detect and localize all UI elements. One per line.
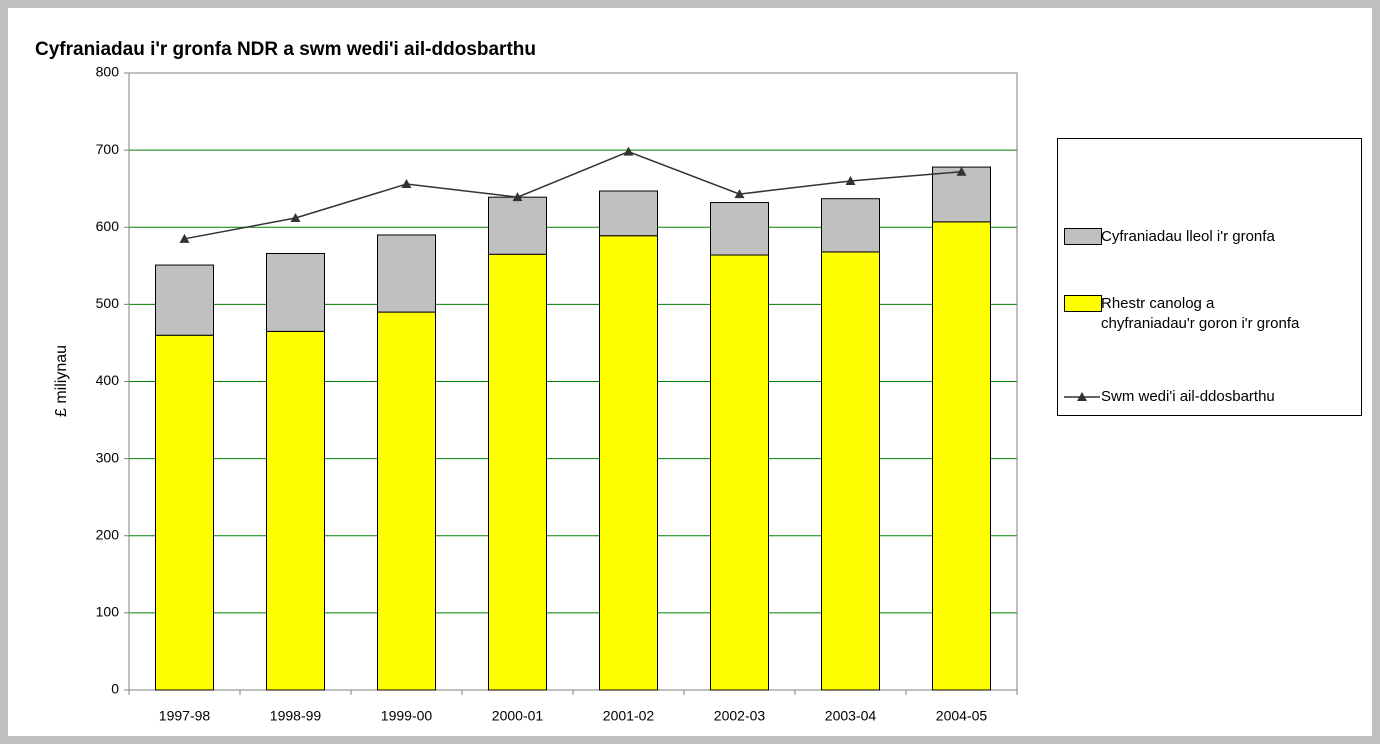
- y-tick-label: 700: [96, 141, 120, 157]
- legend-swatch: [1058, 227, 1102, 245]
- line-marker: [290, 212, 301, 222]
- y-tick-label: 300: [96, 449, 120, 465]
- bar: [266, 330, 325, 691]
- bar: [155, 334, 214, 691]
- x-tick-label: 2004-05: [936, 708, 988, 724]
- bar: [377, 311, 436, 691]
- line-marker: [623, 146, 634, 156]
- legend-swatch: [1058, 294, 1102, 312]
- line-marker: [401, 179, 412, 189]
- legend-item: Cyfraniadau lleol i'r gronfa: [1058, 227, 1301, 247]
- x-tick-label: 1997-98: [159, 708, 211, 724]
- bar: [599, 190, 658, 237]
- legend-swatch: [1058, 387, 1101, 405]
- bar: [155, 264, 214, 336]
- x-tick-label: 1998-99: [270, 708, 322, 724]
- legend-label: Swm wedi'i ail-ddosbarthu: [1101, 388, 1275, 405]
- y-tick-label: 500: [96, 295, 120, 311]
- x-tick-label: 2003-04: [825, 708, 877, 724]
- x-tick-label: 2002-03: [714, 708, 766, 724]
- line-marker: [845, 175, 856, 185]
- bar: [821, 251, 880, 691]
- y-tick-label: 100: [96, 604, 120, 620]
- bar: [488, 196, 547, 255]
- x-tick-label: 2000-01: [492, 708, 544, 724]
- y-tick-label: 800: [96, 64, 120, 80]
- y-tick-label: 400: [96, 372, 120, 388]
- x-tick-label: 1999-00: [381, 708, 433, 724]
- legend-item: Rhestr canolog a chyfraniadau'r goron i'…: [1058, 294, 1301, 334]
- bar: [932, 166, 991, 223]
- chart-title: Cyfraniadau i'r gronfa NDR a swm wedi'i …: [35, 39, 536, 60]
- bar: [599, 235, 658, 691]
- bar: [710, 202, 769, 256]
- bar: [266, 252, 325, 332]
- y-axis-label: £ miliynau: [53, 345, 70, 417]
- bar: [710, 254, 769, 691]
- bar: [377, 234, 436, 313]
- line-marker: [512, 192, 523, 202]
- y-tick-label: 200: [96, 526, 120, 542]
- line-marker: [734, 189, 745, 199]
- legend: Cyfraniadau lleol i'r gronfa Rhestr canol…: [1057, 138, 1362, 416]
- legend-label: Cyfraniadau lleol i'r gronfa: [1101, 228, 1275, 245]
- y-tick-label: 0: [111, 681, 119, 697]
- line-marker: [956, 166, 967, 176]
- bar: [488, 253, 547, 691]
- y-tick-label: 600: [96, 218, 120, 234]
- legend-item: Swm wedi'i ail-ddosbarthu: [1058, 387, 1301, 407]
- bar: [821, 198, 880, 253]
- bar: [932, 221, 991, 691]
- x-tick-label: 2001-02: [603, 708, 655, 724]
- line-marker: [179, 233, 190, 243]
- line: [184, 150, 962, 240]
- legend-label: Rhestr canolog a chyfraniadau'r goron i'…: [1101, 295, 1300, 332]
